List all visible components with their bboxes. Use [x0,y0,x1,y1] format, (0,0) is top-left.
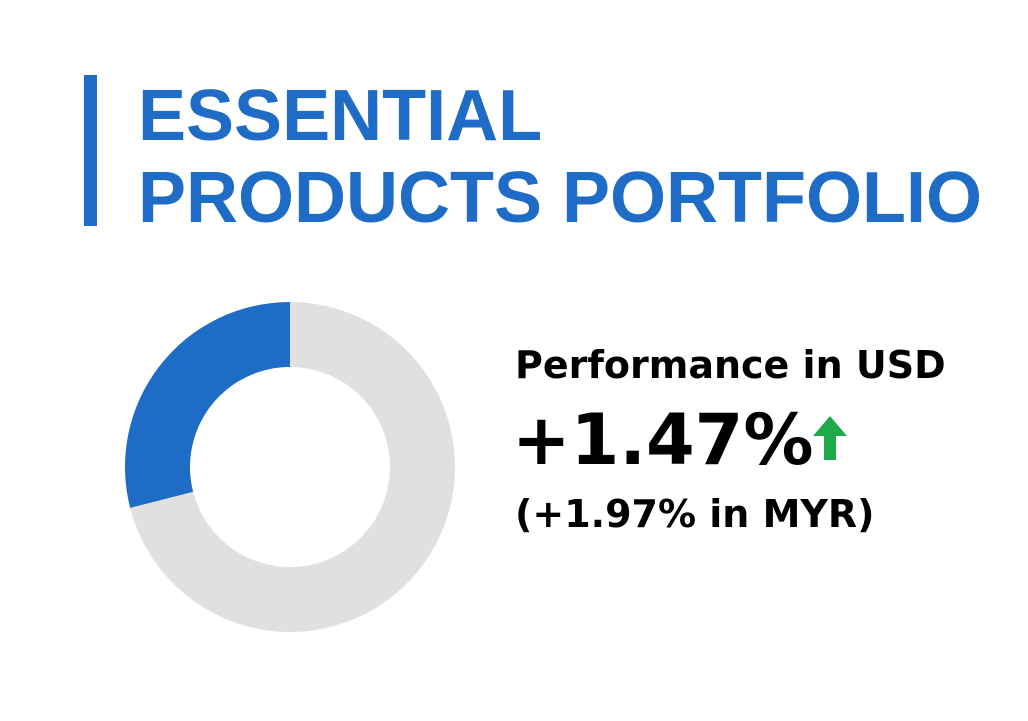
donut-segment [130,302,455,633]
performance-label: Performance in USD [515,343,946,387]
performance-value: +1.47% [512,399,814,481]
up-arrow [813,416,847,460]
donut-segment [125,302,290,509]
performance-note: (+1.97% in MYR) [515,492,875,536]
donut-chart [125,302,455,633]
title-line: ESSENTIAL [138,76,542,156]
accent-bar [84,75,97,226]
title-line: PRODUCTS PORTFOLIO [138,158,982,238]
